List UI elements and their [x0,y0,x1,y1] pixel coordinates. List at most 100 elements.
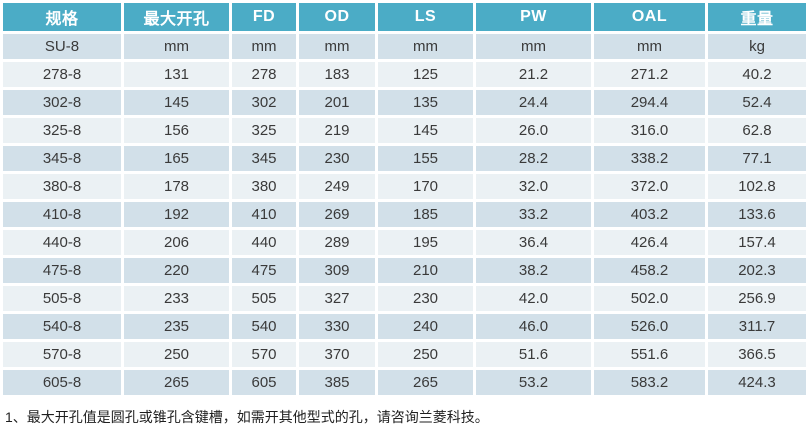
table-cell: 178 [124,174,229,199]
table-cell: 170 [378,174,473,199]
table-cell: 475-8 [3,258,121,283]
table-cell: 125 [378,62,473,87]
table-cell: 33.2 [476,202,591,227]
table-cell: 370 [299,342,375,367]
units-row: SU-8 mm mm mm mm mm mm kg [3,34,806,59]
table-cell: 42.0 [476,286,591,311]
table-cell: 540 [232,314,296,339]
table-cell: 475 [232,258,296,283]
table-cell: 156 [124,118,229,143]
table-row: 440-8 206 440 289 195 36.4 426.4 157.4 [3,230,806,255]
table-cell: 505 [232,286,296,311]
table-cell: 265 [378,370,473,395]
table-cell: SU-8 [3,34,121,59]
table-cell: 102.8 [708,174,806,199]
table-cell: mm [299,34,375,59]
table-cell: 302 [232,90,296,115]
table-row: 605-8 265 605 385 265 53.2 583.2 424.3 [3,370,806,395]
table-cell: 385 [299,370,375,395]
table-cell: 230 [299,146,375,171]
table-cell: 155 [378,146,473,171]
table-cell: 410 [232,202,296,227]
table-row: 345-8 165 345 230 155 28.2 338.2 77.1 [3,146,806,171]
table-cell: 24.4 [476,90,591,115]
table-cell: 233 [124,286,229,311]
table-cell: 271.2 [594,62,705,87]
table-cell: 330 [299,314,375,339]
table-cell: 249 [299,174,375,199]
table-cell: 26.0 [476,118,591,143]
table-row: 302-8 145 302 201 135 24.4 294.4 52.4 [3,90,806,115]
table-cell: kg [708,34,806,59]
table-cell: 206 [124,230,229,255]
table-cell: 135 [378,90,473,115]
column-header: FD [232,3,296,31]
table-cell: 502.0 [594,286,705,311]
table-cell: 278 [232,62,296,87]
table-cell: 302-8 [3,90,121,115]
table-cell: 440 [232,230,296,255]
table-cell: 570-8 [3,342,121,367]
table-cell: 366.5 [708,342,806,367]
table-cell: 325-8 [3,118,121,143]
table-cell: 157.4 [708,230,806,255]
table-cell: mm [232,34,296,59]
table-cell: 256.9 [708,286,806,311]
table-cell: 21.2 [476,62,591,87]
table-cell: 145 [124,90,229,115]
table-cell: 605-8 [3,370,121,395]
table-cell: 505-8 [3,286,121,311]
table-cell: 345 [232,146,296,171]
table-cell: 278-8 [3,62,121,87]
table-cell: 51.6 [476,342,591,367]
table-cell: 410-8 [3,202,121,227]
table-cell: mm [378,34,473,59]
table-cell: 133.6 [708,202,806,227]
table-cell: 372.0 [594,174,705,199]
table-cell: 165 [124,146,229,171]
table-cell: 345-8 [3,146,121,171]
table-cell: 28.2 [476,146,591,171]
table-row: 570-8 250 570 370 250 51.6 551.6 366.5 [3,342,806,367]
column-header: OD [299,3,375,31]
table-cell: 540-8 [3,314,121,339]
table-cell: 36.4 [476,230,591,255]
column-header: 最大开孔 [124,3,229,31]
table-cell: mm [124,34,229,59]
table-cell: 311.7 [708,314,806,339]
table-cell: 380-8 [3,174,121,199]
table-cell: 192 [124,202,229,227]
table-row: 380-8 178 380 249 170 32.0 372.0 102.8 [3,174,806,199]
table-cell: 62.8 [708,118,806,143]
table-row: 325-8 156 325 219 145 26.0 316.0 62.8 [3,118,806,143]
table-cell: 219 [299,118,375,143]
table-cell: 195 [378,230,473,255]
column-header: 规格 [3,3,121,31]
table-cell: 235 [124,314,229,339]
table-cell: 32.0 [476,174,591,199]
table-cell: 294.4 [594,90,705,115]
table-cell: 338.2 [594,146,705,171]
table-cell: mm [594,34,705,59]
table-cell: 309 [299,258,375,283]
table-cell: 240 [378,314,473,339]
table-cell: 570 [232,342,296,367]
table-cell: 458.2 [594,258,705,283]
table-cell: 145 [378,118,473,143]
table-cell: 230 [378,286,473,311]
table-cell: 327 [299,286,375,311]
table-cell: 403.2 [594,202,705,227]
table-row: 475-8 220 475 309 210 38.2 458.2 202.3 [3,258,806,283]
column-header: 重量 [708,3,806,31]
table-cell: 265 [124,370,229,395]
table-cell: 77.1 [708,146,806,171]
header-row: 规格 最大开孔 FD OD LS PW OAL 重量 [3,3,806,31]
table-row: 540-8 235 540 330 240 46.0 526.0 311.7 [3,314,806,339]
table-row: 410-8 192 410 269 185 33.2 403.2 133.6 [3,202,806,227]
table-cell: 551.6 [594,342,705,367]
product-spec-table: 规格 最大开孔 FD OD LS PW OAL 重量 SU-8 mm mm mm mm mm mm kg 27… [3,3,806,395]
table-body: SU-8 mm mm mm mm mm mm kg 278-8 131 278 183 125 21.2 2… [3,34,806,395]
table-cell: 201 [299,90,375,115]
table-cell: 210 [378,258,473,283]
table-cell: 325 [232,118,296,143]
